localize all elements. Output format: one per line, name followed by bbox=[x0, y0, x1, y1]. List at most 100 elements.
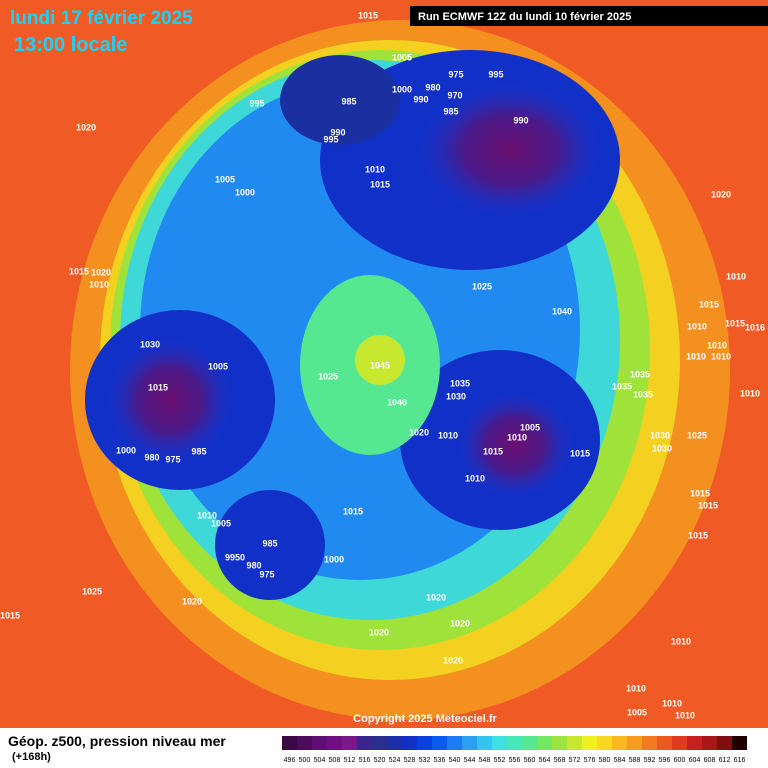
legend-tick-label: 560 bbox=[524, 757, 536, 764]
isobar-label: 1015 bbox=[570, 448, 590, 458]
legend-tick-label: 504 bbox=[314, 757, 326, 764]
isobar-label: 1015 bbox=[370, 179, 390, 189]
legend-swatch bbox=[732, 736, 747, 750]
legend-tick-label: 556 bbox=[509, 757, 521, 764]
legend-swatch bbox=[627, 736, 642, 750]
legend-swatch bbox=[672, 736, 687, 750]
legend-swatch bbox=[342, 736, 357, 750]
isobar-label: 1010 bbox=[465, 473, 485, 483]
isobar-label: 995 bbox=[323, 134, 338, 144]
isobar-label: 980 bbox=[246, 560, 261, 570]
isobar-label: 1010 bbox=[507, 432, 527, 442]
legend-tick-label: 580 bbox=[599, 757, 611, 764]
isobar-label: 1010 bbox=[726, 271, 746, 281]
legend-tick-label: 544 bbox=[464, 757, 476, 764]
legend-swatch bbox=[327, 736, 342, 750]
legend-tick-label: 552 bbox=[494, 757, 506, 764]
legend-swatch bbox=[537, 736, 552, 750]
isobar-label: 990 bbox=[330, 127, 345, 137]
color-legend: 496 500 504 508 512 516 520 524 528 532 536 540 544 5… bbox=[282, 736, 747, 764]
legend-swatch bbox=[282, 736, 297, 750]
isobar-label: 1025 bbox=[472, 281, 492, 291]
legend-tick-label: 568 bbox=[554, 757, 566, 764]
isobar-label: 1030 bbox=[652, 443, 672, 453]
isobar-label: 1010 bbox=[197, 510, 217, 520]
isobar-label: 1000 bbox=[116, 445, 136, 455]
isobar-label: 1030 bbox=[446, 391, 466, 401]
isobar-label: 995 bbox=[488, 69, 503, 79]
isobar-label: 1035 bbox=[450, 378, 470, 388]
isobar-label: 1025 bbox=[687, 430, 707, 440]
isobar-label: 1020 bbox=[711, 189, 731, 199]
legend-swatch bbox=[687, 736, 702, 750]
isobar-label: 1015 bbox=[483, 446, 503, 456]
isobar-label: 1025 bbox=[82, 586, 102, 596]
legend-tick-label: 536 bbox=[434, 757, 446, 764]
legend-tick-label: 608 bbox=[704, 757, 716, 764]
legend-tick-label: 584 bbox=[614, 757, 626, 764]
isobar-label: 1035 bbox=[612, 381, 632, 391]
footer-title: Géop. z500, pression niveau mer bbox=[8, 733, 226, 749]
isobar-label: 1015 bbox=[343, 506, 363, 516]
isobar-label: 1020 bbox=[450, 618, 470, 628]
legend-swatch bbox=[462, 736, 477, 750]
isobar-label: 1010 bbox=[662, 698, 682, 708]
isobar-label: 985 bbox=[443, 106, 458, 116]
isobar-label: 985 bbox=[341, 96, 356, 106]
legend-swatch bbox=[492, 736, 507, 750]
legend-tick-label: 592 bbox=[644, 757, 656, 764]
isobar-label: 1015 bbox=[148, 382, 168, 392]
isobar-label: 1005 bbox=[627, 707, 647, 717]
legend-tick-label: 528 bbox=[404, 757, 416, 764]
time-title: 13:00 locale bbox=[14, 34, 127, 56]
isobar-label: 1010 bbox=[671, 636, 691, 646]
legend-tick-label: 512 bbox=[344, 757, 356, 764]
isobar-label: 9950 bbox=[225, 552, 245, 562]
isobar-label: 1010 bbox=[686, 351, 706, 361]
legend-tick-label: 500 bbox=[299, 757, 311, 764]
legend-tick-label: 532 bbox=[419, 757, 431, 764]
legend-swatch bbox=[522, 736, 537, 750]
legend-swatch bbox=[357, 736, 372, 750]
isobar-label: 1005 bbox=[520, 422, 540, 432]
isobar-label: 1040 bbox=[552, 306, 572, 316]
legend-tick-label: 548 bbox=[479, 757, 491, 764]
lead-time: (+168h) bbox=[12, 751, 51, 763]
legend-tick-label: 600 bbox=[674, 757, 686, 764]
isobar-label: 1045 bbox=[370, 360, 390, 370]
isobar-label: 1040 bbox=[387, 397, 407, 407]
legend-tick-label: 496 bbox=[284, 757, 296, 764]
isobar-label: 975 bbox=[165, 454, 180, 464]
legend-swatch bbox=[297, 736, 312, 750]
isobar-label: 1015 bbox=[688, 530, 708, 540]
legend-swatch bbox=[312, 736, 327, 750]
isobar-label: 980 bbox=[144, 452, 159, 462]
run-banner bbox=[410, 6, 768, 26]
isobar-label: 1035 bbox=[630, 369, 650, 379]
legend-swatch bbox=[717, 736, 732, 750]
isobar-label: 1010 bbox=[707, 340, 727, 350]
legend-tick-label: 540 bbox=[449, 757, 461, 764]
isobar-label: 1010 bbox=[740, 388, 760, 398]
legend-tick-label: 572 bbox=[569, 757, 581, 764]
legend-tick-label: 516 bbox=[359, 757, 371, 764]
legend-swatch bbox=[432, 736, 447, 750]
legend-swatch bbox=[657, 736, 672, 750]
legend-tick-label: 596 bbox=[659, 757, 671, 764]
isobar-label: 1010 bbox=[687, 321, 707, 331]
legend-swatch bbox=[597, 736, 612, 750]
isobar-label: 1035 bbox=[633, 389, 653, 399]
isobar-label: 1005 bbox=[211, 518, 231, 528]
legend-swatch bbox=[582, 736, 597, 750]
isobar-label: 1000 bbox=[235, 187, 255, 197]
legend-swatch bbox=[702, 736, 717, 750]
isobar-label: 1030 bbox=[140, 339, 160, 349]
legend-tick-label: 576 bbox=[584, 757, 596, 764]
isobar-label: 995 bbox=[249, 98, 264, 108]
isobar-label: 970 bbox=[447, 90, 462, 100]
legend-tick-label: 508 bbox=[329, 757, 341, 764]
legend-swatch bbox=[477, 736, 492, 750]
map-background bbox=[0, 0, 768, 728]
isobar-label: 1020 bbox=[182, 596, 202, 606]
